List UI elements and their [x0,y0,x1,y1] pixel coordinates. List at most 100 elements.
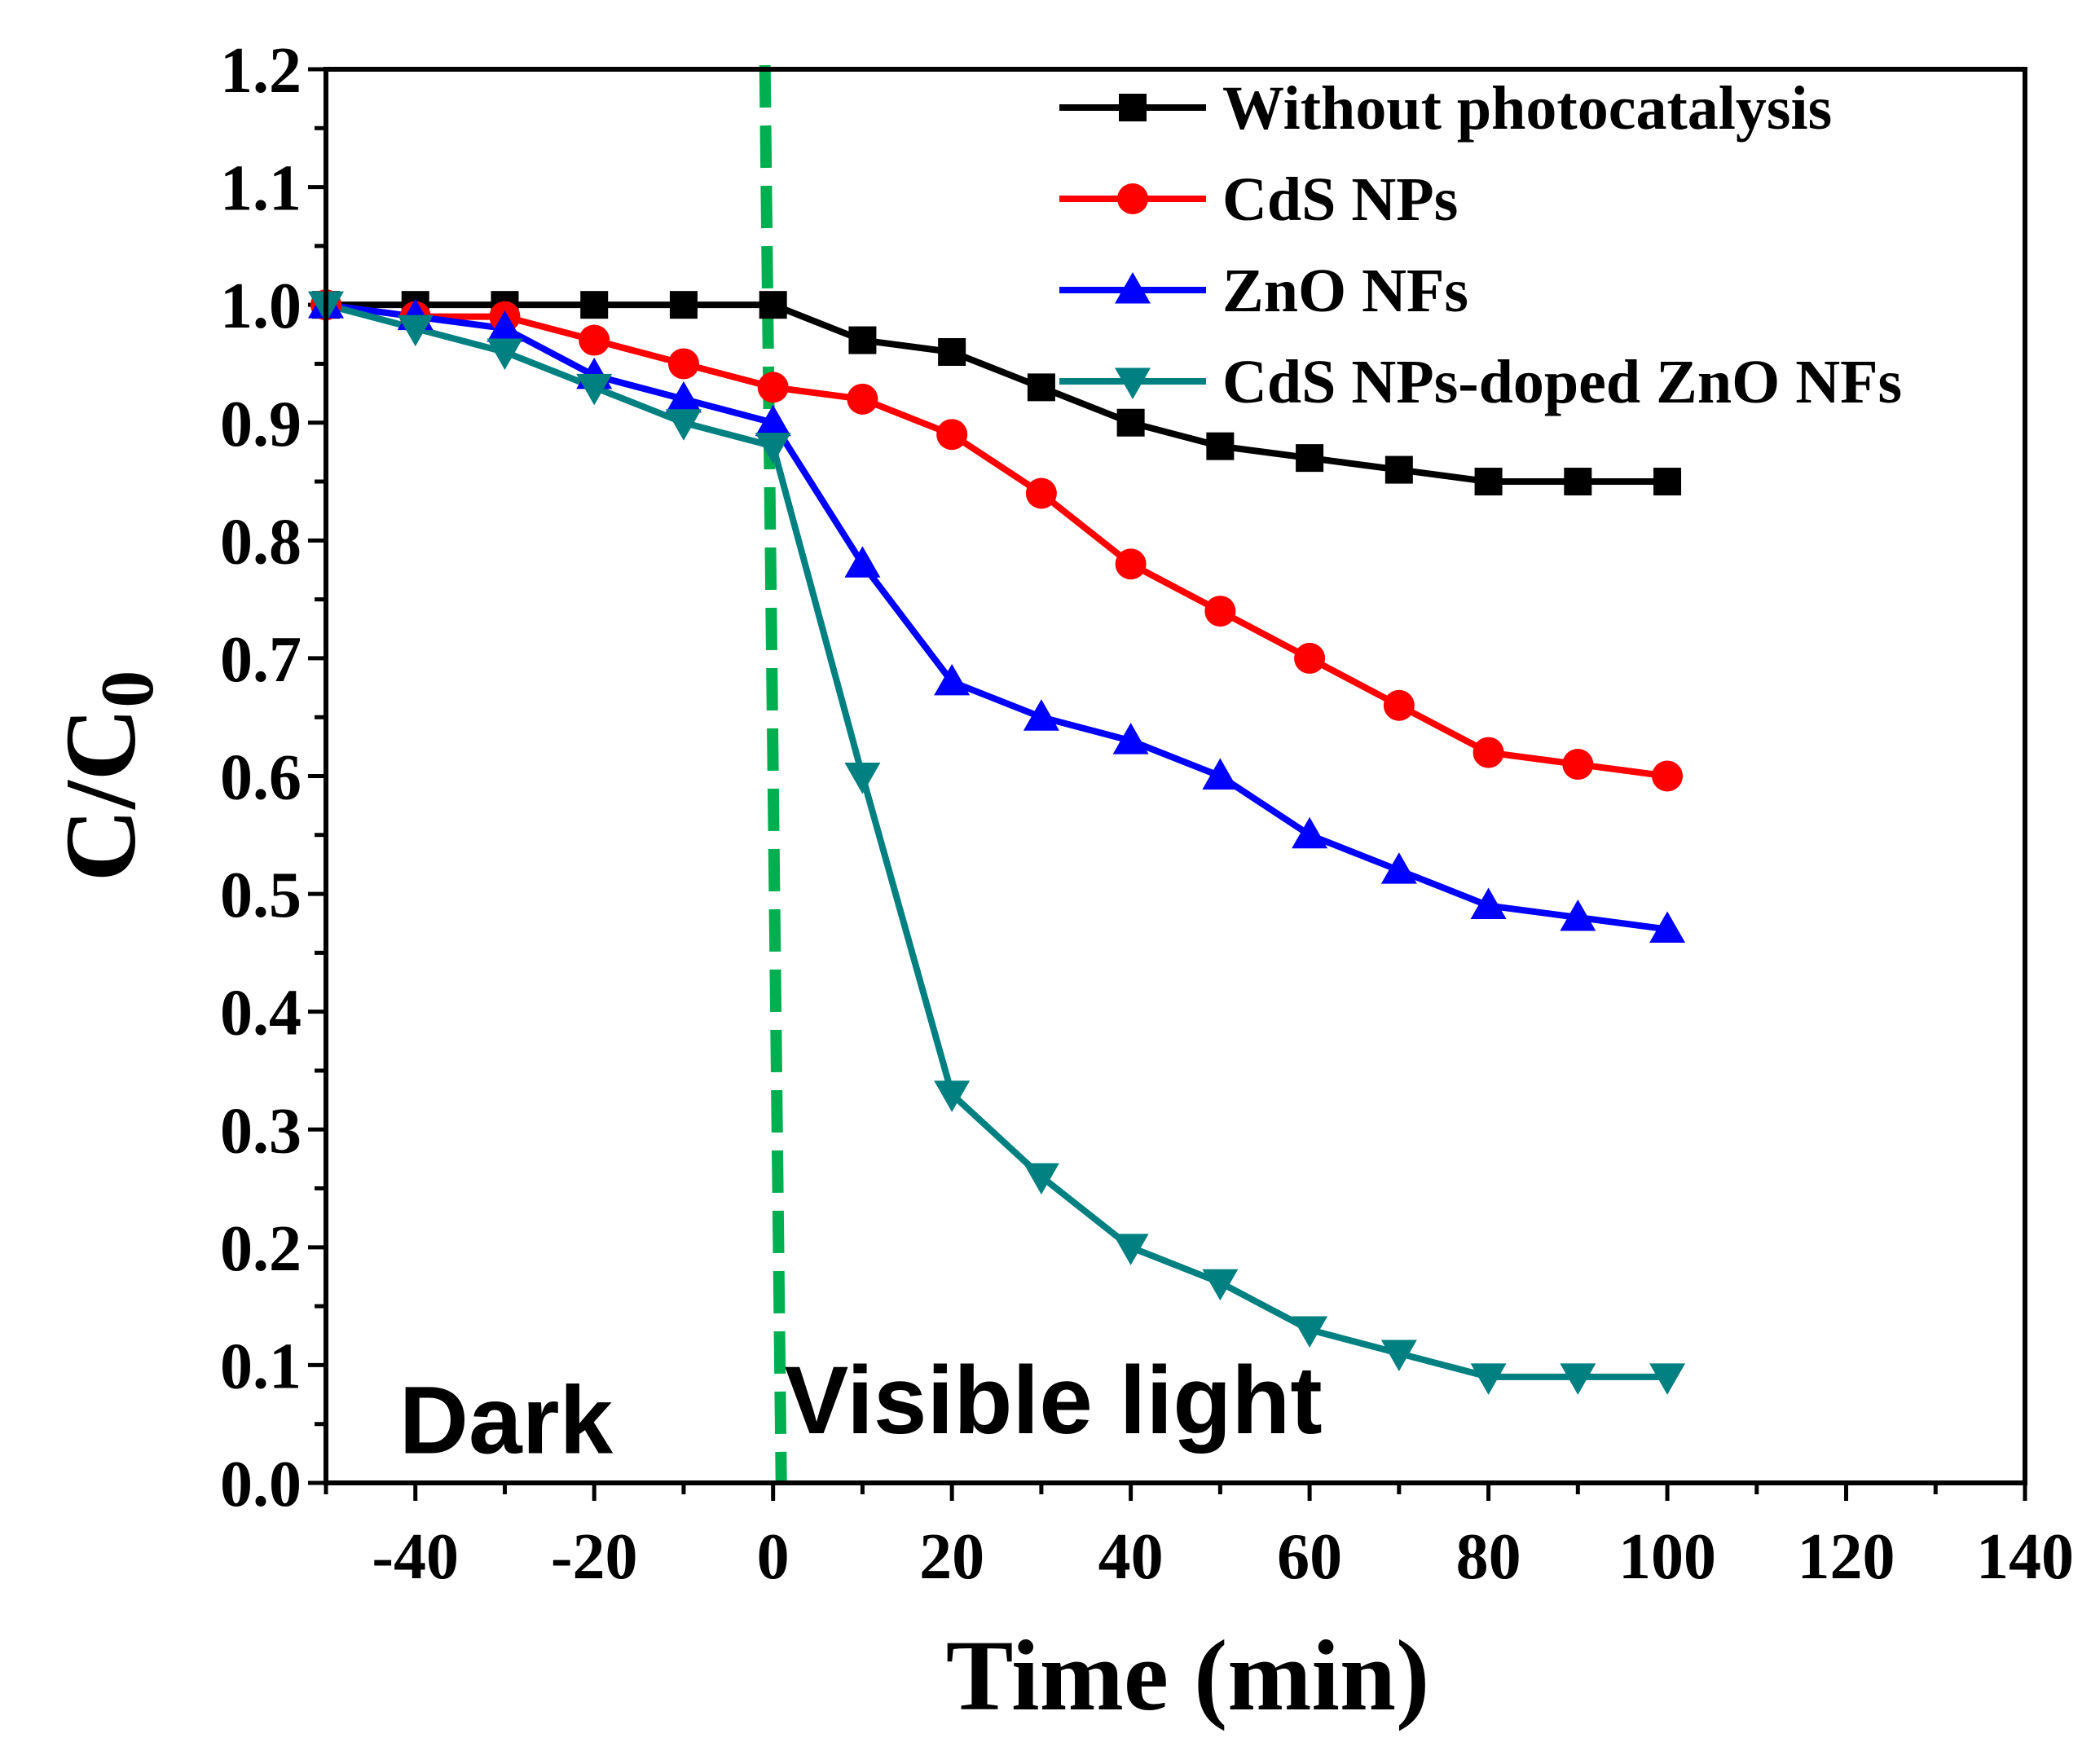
data-point [1383,689,1415,721]
data-point [755,404,791,437]
data-point [1202,1269,1239,1301]
data-point [1023,1163,1059,1195]
x-tick-label: 40 [1098,1521,1164,1593]
data-point [1204,596,1236,627]
dark-light-divider [759,64,787,1481]
data-point [579,324,610,356]
y-tick-label: 0.0 [220,1449,302,1520]
data-point [934,1080,971,1112]
data-point [1380,1339,1417,1371]
legend-label-1: CdS NPs [1222,165,1458,234]
series-line-3 [324,301,1668,1380]
series-lines-layer [324,301,1668,1380]
y-tick-label: 1.2 [220,35,302,107]
data-point [1474,468,1503,496]
x-tick-label: 140 [1976,1521,2074,1593]
x-tick-label: 0 [757,1521,790,1593]
data-point [938,338,966,366]
legend: Without photocatalysis CdS NPs ZnO NFs CdS … [1059,74,1902,416]
y-tick-label: 1.1 [220,153,302,225]
data-point [1652,760,1684,792]
x-axis-title: Time (min) [946,1620,1430,1731]
data-point [936,419,968,451]
data-point [1116,408,1145,437]
data-point [755,433,791,464]
visible-light-region-label: Visible light [785,1347,1323,1454]
data-point [486,338,523,370]
data-point [1292,1316,1328,1348]
series-markers-layer [308,287,1686,1395]
y-axis-title-subscript: 0 [86,671,169,708]
y-tick-label: 1.0 [220,271,302,342]
data-point [1473,737,1504,768]
data-point [1112,723,1149,754]
data-point [1653,468,1682,496]
data-point [1649,911,1686,943]
data-point [1296,444,1324,473]
x-tick-label: -20 [551,1521,638,1593]
data-point [1206,432,1235,460]
data-point [1292,816,1328,849]
data-point [1023,699,1059,731]
x-tick-label: 60 [1277,1521,1342,1593]
data-point [1294,642,1326,674]
legend-label-2: ZnO NFs [1222,257,1468,325]
legend-marker-2 [1115,272,1151,304]
y-tick-label: 0.3 [220,1095,302,1167]
data-point [397,315,434,347]
data-point [1027,373,1055,402]
plot-frame [324,67,2027,1485]
y-tick-label: 0.9 [220,389,302,460]
data-point [1564,468,1592,496]
data-point [1115,548,1147,580]
data-point [934,663,971,696]
y-tick-label: 0.1 [220,1331,302,1402]
dark-region-label: Dark [399,1366,614,1474]
y-tick-label: 0.2 [220,1213,302,1285]
data-point [1470,1363,1507,1395]
data-point [844,763,881,794]
y-tick-label: 0.7 [220,624,302,696]
data-point [576,373,613,406]
legend-label-3: CdS NPs-doped ZnO NFs [1222,348,1902,416]
data-point [1384,455,1413,484]
legend-marker-0 [1119,94,1147,121]
series-line-2 [325,301,1668,933]
series-line-1 [325,301,1668,780]
legend-label-0: Without photocatalysis [1222,74,1832,143]
y-axis-title: C/C0 [45,671,169,882]
data-point [847,383,878,415]
data-point [486,310,523,342]
data-point [844,546,881,578]
legend-marker-3 [1115,367,1151,399]
data-point [1562,749,1594,781]
y-tick-label: 0.5 [220,860,302,931]
data-point [848,326,877,354]
data-point [1112,1234,1149,1265]
data-point [1380,852,1417,884]
tick-layer: -40 -20 0 20 40 60 80 100 120 140 0.0 0.1 0.2 0.3 0.4 0… [220,35,2074,1593]
legend-marker-1 [1117,183,1148,214]
y-tick-label: 0.8 [220,506,302,578]
data-point [1560,1363,1596,1395]
x-tick-label: 100 [1618,1521,1716,1593]
data-point [669,291,698,319]
y-tick-label: 0.6 [220,742,302,814]
data-point [1560,900,1596,931]
data-point [757,372,789,403]
series-line-0 [326,301,1668,486]
data-point [1649,1363,1686,1395]
data-point [759,291,787,319]
x-tick-label: -40 [372,1521,459,1593]
data-point [580,291,609,319]
data-point [665,409,702,441]
data-point [1470,887,1507,920]
data-point [1025,477,1057,509]
data-point [667,348,699,380]
x-tick-label: 120 [1798,1521,1895,1593]
data-point [665,381,702,413]
y-tick-label: 0.4 [220,978,302,1049]
x-tick-label: 80 [1456,1521,1521,1593]
data-point [1202,758,1239,790]
